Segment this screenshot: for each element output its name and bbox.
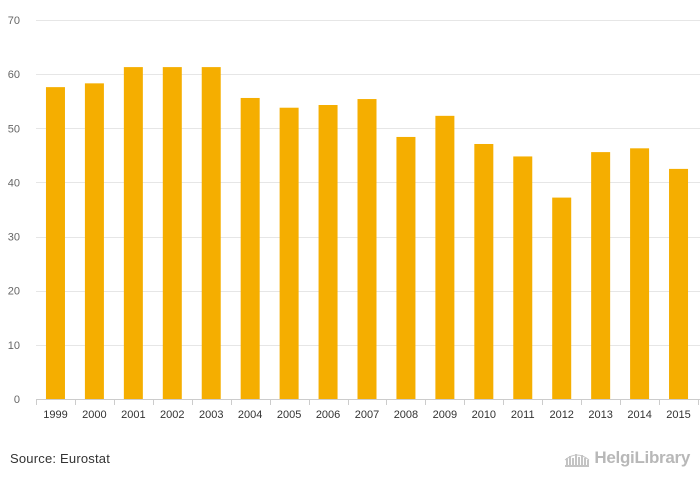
x-tick-label-2001: 2001 bbox=[121, 409, 145, 421]
bar-2003 bbox=[201, 67, 221, 400]
x-tick-label-2015: 2015 bbox=[666, 409, 690, 421]
bar-2001 bbox=[123, 67, 143, 400]
y-tick-label: 70 bbox=[8, 15, 20, 27]
x-tick-label-2000: 2000 bbox=[82, 409, 106, 421]
x-tick-label-2012: 2012 bbox=[549, 409, 573, 421]
x-tick-label-2010: 2010 bbox=[472, 409, 496, 421]
x-tick-label-1999: 1999 bbox=[43, 409, 67, 421]
bar-2002 bbox=[162, 67, 182, 400]
bar-2010 bbox=[474, 143, 494, 399]
bar-2007 bbox=[357, 99, 377, 399]
bars bbox=[45, 67, 689, 400]
source-label: Source: Eurostat bbox=[10, 451, 111, 466]
bar-2014 bbox=[630, 148, 650, 399]
y-tick-label: 50 bbox=[8, 123, 20, 135]
bar-2006 bbox=[318, 105, 338, 400]
x-tick-label-2005: 2005 bbox=[277, 409, 301, 421]
bar-2012 bbox=[552, 197, 572, 399]
x-tick-label-2014: 2014 bbox=[627, 409, 651, 421]
bar-2008 bbox=[396, 136, 416, 399]
y-tick-label: 0 bbox=[14, 394, 20, 406]
x-tick-label-2002: 2002 bbox=[160, 409, 184, 421]
library-building-icon bbox=[565, 454, 590, 467]
y-tick-label: 20 bbox=[8, 286, 20, 298]
x-tick-label-2004: 2004 bbox=[238, 409, 262, 421]
bar-2005 bbox=[279, 107, 299, 399]
x-tick-label-2003: 2003 bbox=[199, 409, 223, 421]
y-tick-label: 10 bbox=[8, 340, 20, 352]
x-tick-label-2011: 2011 bbox=[511, 409, 535, 421]
x-tick-label-2009: 2009 bbox=[433, 409, 457, 421]
helgi-library-logo: HelgiLibrary bbox=[564, 448, 690, 468]
y-tick-label: 40 bbox=[8, 177, 20, 189]
logo-text: HelgiLibrary bbox=[594, 448, 690, 467]
x-tick-label-2008: 2008 bbox=[394, 409, 418, 421]
y-tick-label: 60 bbox=[8, 69, 20, 81]
y-axis-tick-labels: 0 10 20 30 40 50 60 70 bbox=[8, 15, 20, 406]
x-axis-tick-labels: 1999 2000 2001 2002 2003 2004 2005 2006 2007 2008… bbox=[43, 409, 691, 421]
bar-2000 bbox=[84, 83, 104, 400]
x-tick-label-2013: 2013 bbox=[588, 409, 612, 421]
bar-2004 bbox=[240, 97, 260, 400]
bar-1999 bbox=[45, 87, 65, 399]
bar-2015 bbox=[669, 168, 689, 399]
y-tick-label: 30 bbox=[8, 232, 20, 244]
x-axis bbox=[36, 399, 700, 405]
bar-2011 bbox=[513, 156, 533, 399]
x-tick-label-2006: 2006 bbox=[316, 409, 340, 421]
x-tick-label-2007: 2007 bbox=[355, 409, 379, 421]
bar-2009 bbox=[435, 115, 455, 399]
bar-2013 bbox=[591, 152, 611, 399]
